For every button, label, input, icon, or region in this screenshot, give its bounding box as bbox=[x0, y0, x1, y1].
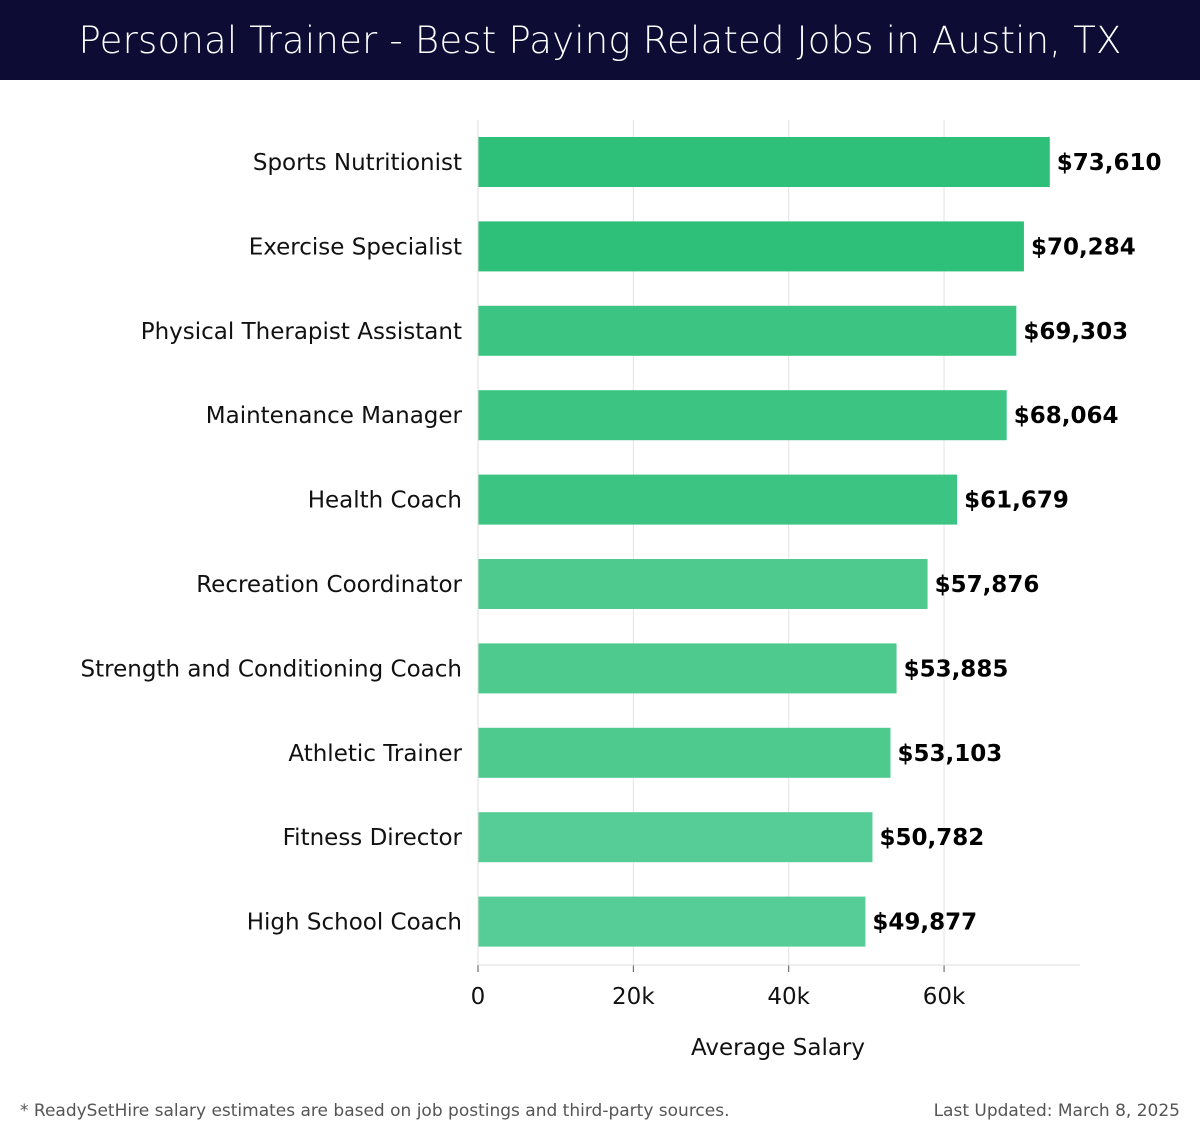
bar bbox=[478, 643, 897, 694]
value-label: $68,064 bbox=[1014, 403, 1119, 429]
bar bbox=[478, 896, 866, 947]
bars bbox=[478, 137, 1050, 947]
value-label: $49,877 bbox=[872, 910, 977, 936]
value-label: $69,303 bbox=[1023, 319, 1128, 345]
bar bbox=[478, 221, 1024, 272]
category-label: Sports Nutritionist bbox=[253, 150, 462, 176]
bar bbox=[478, 727, 891, 778]
category-label: Athletic Trainer bbox=[288, 741, 462, 767]
value-label: $53,885 bbox=[904, 656, 1009, 682]
value-label: $70,284 bbox=[1031, 234, 1136, 260]
category-label: Maintenance Manager bbox=[206, 403, 463, 429]
bar-chart: 0 20k 40k 60k Sports Nutritionist $73,610 Exe… bbox=[81, 120, 1162, 1061]
bar bbox=[478, 137, 1050, 187]
x-tick-label: 60k bbox=[923, 984, 966, 1010]
x-axis-label: Average Salary bbox=[691, 1035, 865, 1061]
chart-title: Personal Trainer - Best Paying Related J… bbox=[78, 18, 1122, 62]
category-label: Recreation Coordinator bbox=[196, 572, 462, 598]
category-label: Physical Therapist Assistant bbox=[141, 319, 462, 345]
bar bbox=[478, 390, 1007, 441]
category-label: Exercise Specialist bbox=[249, 234, 462, 260]
category-label: Fitness Director bbox=[283, 825, 463, 851]
category-label: High School Coach bbox=[247, 910, 462, 936]
x-tick-label: 20k bbox=[612, 984, 655, 1010]
bar bbox=[478, 474, 958, 525]
last-updated: Last Updated: March 8, 2025 bbox=[933, 1101, 1180, 1121]
footer-note: * ReadySetHire salary estimates are base… bbox=[20, 1101, 730, 1121]
bar bbox=[478, 559, 928, 609]
value-label: $53,103 bbox=[897, 741, 1002, 767]
category-label: Strength and Conditioning Coach bbox=[81, 656, 462, 682]
x-tick-label: 0 bbox=[471, 984, 486, 1010]
value-label: $50,782 bbox=[879, 825, 984, 851]
chart-header: Personal Trainer - Best Paying Related J… bbox=[0, 0, 1200, 80]
axes: 0 20k 40k 60k bbox=[471, 120, 1080, 1010]
bar bbox=[478, 305, 1017, 356]
value-label: $57,876 bbox=[935, 572, 1040, 598]
bar bbox=[478, 812, 873, 863]
x-tick-label: 40k bbox=[767, 984, 810, 1010]
value-label: $61,679 bbox=[964, 488, 1069, 514]
category-label: Health Coach bbox=[308, 488, 462, 514]
labels: Sports Nutritionist $73,610 Exercise Speci… bbox=[81, 150, 1162, 936]
value-label: $73,610 bbox=[1057, 150, 1162, 176]
